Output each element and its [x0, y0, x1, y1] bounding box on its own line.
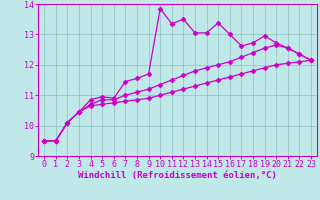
X-axis label: Windchill (Refroidissement éolien,°C): Windchill (Refroidissement éolien,°C) [78, 171, 277, 180]
